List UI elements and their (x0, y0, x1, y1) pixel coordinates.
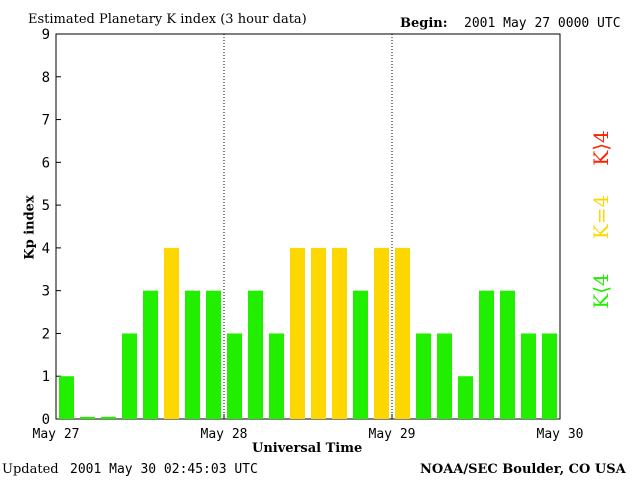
x-tick-label: May 29 (369, 427, 416, 442)
kp-bar (143, 290, 158, 419)
kp-bar (353, 290, 368, 419)
x-tick-label: May 28 (201, 427, 248, 442)
legend-k-below-4: K⟨4 (589, 273, 613, 309)
kp-bar (332, 247, 347, 419)
kp-bar (101, 416, 116, 419)
kp-bar (59, 376, 74, 419)
kp-bar (227, 333, 242, 419)
x-tick-label: May 30 (537, 427, 584, 442)
y-tick-label: 6 (42, 155, 50, 171)
begin-label: Begin: (400, 16, 448, 31)
chart-title: Estimated Planetary K index (3 hour data… (28, 12, 307, 27)
kp-bar (542, 333, 557, 419)
source-credit: NOAA/SEC Boulder, CO USA (420, 462, 626, 477)
updated-value: 2001 May 30 02:45:03 UTC (70, 462, 258, 477)
legend-k-above-4: K⟩4 (589, 130, 613, 166)
kp-bar (185, 290, 200, 419)
y-tick-label: 9 (42, 27, 50, 43)
legend-k-equal-4: K=4 (589, 194, 613, 240)
kp-bar (80, 416, 95, 419)
y-axis-label: Kp index (22, 195, 38, 260)
kp-bar (122, 333, 137, 419)
kp-bar (248, 290, 263, 419)
y-tick-label: 2 (42, 326, 50, 342)
y-tick-label: 3 (42, 284, 50, 300)
kp-bar (374, 247, 389, 419)
kp-bar (164, 247, 179, 419)
y-tick-label: 1 (42, 369, 50, 385)
plot-frame (55, 33, 561, 420)
kp-bar (416, 333, 431, 419)
kp-bar (521, 333, 536, 419)
y-tick-label: 0 (42, 412, 50, 428)
y-tick-label: 8 (42, 70, 50, 86)
y-tick-label: 7 (42, 113, 50, 129)
y-tick-label: 5 (42, 198, 50, 214)
begin-value: 2001 May 27 0000 UTC (464, 16, 621, 31)
kp-bar (290, 247, 305, 419)
kp-bar (311, 247, 326, 419)
kp-bar (479, 290, 494, 419)
x-axis-label: Universal Time (252, 441, 363, 456)
kp-bar (437, 333, 452, 419)
updated-label: Updated (2, 462, 59, 477)
kp-bar (458, 376, 473, 419)
kp-bar (500, 290, 515, 419)
kp-bar (269, 333, 284, 419)
x-tick-label: May 27 (33, 427, 80, 442)
kp-bar (206, 290, 221, 419)
kp-bar (395, 247, 410, 419)
y-tick-label: 4 (42, 241, 50, 257)
